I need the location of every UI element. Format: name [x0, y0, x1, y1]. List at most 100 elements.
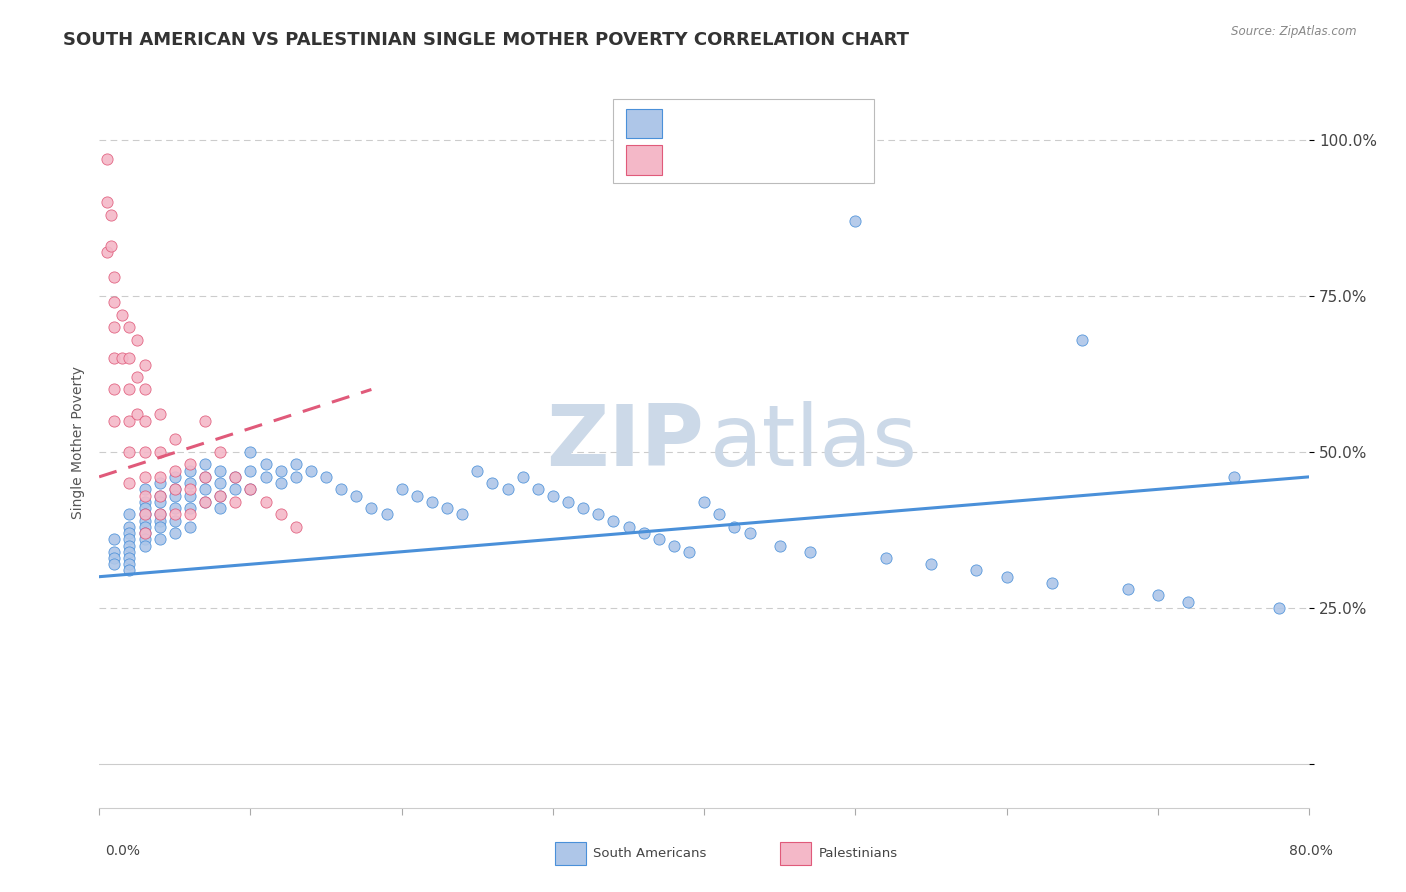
Point — [209, 464, 232, 478]
Point — [360, 501, 382, 516]
Point — [96, 195, 118, 210]
Point — [134, 489, 156, 503]
Point — [103, 551, 125, 566]
Point — [239, 483, 262, 497]
Point — [420, 495, 443, 509]
Point — [118, 551, 141, 566]
Point — [134, 514, 156, 528]
Point — [103, 533, 125, 547]
Point — [209, 501, 232, 516]
Point — [194, 458, 217, 472]
Point — [179, 508, 201, 522]
Point — [125, 370, 148, 384]
Point — [118, 545, 141, 559]
Point — [149, 408, 172, 422]
Text: South Americans: South Americans — [593, 847, 707, 860]
Point — [844, 214, 866, 228]
Point — [496, 483, 519, 497]
Bar — [626, 145, 662, 175]
Text: 103: 103 — [810, 117, 835, 130]
Point — [134, 526, 156, 541]
Point — [118, 558, 141, 572]
Point — [481, 476, 503, 491]
Point — [134, 533, 156, 547]
Point — [134, 383, 156, 397]
Point — [875, 551, 897, 566]
Point — [163, 489, 186, 503]
Point — [163, 464, 186, 478]
Point — [799, 545, 821, 559]
Point — [149, 495, 172, 509]
Point — [179, 501, 201, 516]
Point — [194, 470, 217, 484]
Point — [149, 489, 172, 503]
Text: 53: 53 — [815, 153, 838, 167]
Point — [209, 476, 232, 491]
Point — [512, 470, 534, 484]
Point — [134, 358, 156, 372]
Point — [995, 570, 1018, 584]
Point — [270, 464, 292, 478]
Point — [451, 508, 474, 522]
Point — [100, 208, 122, 222]
Point — [134, 508, 156, 522]
Point — [149, 514, 172, 528]
Point — [662, 539, 685, 553]
Point — [723, 520, 745, 534]
Point — [134, 445, 156, 459]
Point — [103, 270, 125, 285]
Point — [270, 508, 292, 522]
Text: SOUTH AMERICAN VS PALESTINIAN SINGLE MOTHER POVERTY CORRELATION CHART: SOUTH AMERICAN VS PALESTINIAN SINGLE MOT… — [63, 31, 910, 49]
Text: 0.213: 0.213 — [713, 117, 752, 130]
Text: R =: R = — [676, 153, 706, 167]
Y-axis label: Single Mother Poverty: Single Mother Poverty — [72, 366, 86, 519]
Point — [299, 464, 322, 478]
Point — [254, 470, 277, 484]
Point — [149, 470, 172, 484]
Point — [149, 533, 172, 547]
Point — [194, 414, 217, 428]
Point — [118, 520, 141, 534]
Point — [163, 526, 186, 541]
Point — [103, 414, 125, 428]
Text: N =: N = — [768, 153, 807, 167]
Point — [209, 445, 232, 459]
Point — [149, 445, 172, 459]
Point — [239, 483, 262, 497]
Point — [118, 414, 141, 428]
Point — [134, 470, 156, 484]
Point — [194, 483, 217, 497]
Point — [149, 489, 172, 503]
Point — [239, 464, 262, 478]
Point — [254, 495, 277, 509]
Point — [738, 526, 761, 541]
Point — [103, 383, 125, 397]
Text: ZIP: ZIP — [547, 401, 704, 484]
Point — [224, 483, 246, 497]
Bar — [626, 109, 662, 138]
Point — [1268, 601, 1291, 615]
Point — [769, 539, 792, 553]
Point — [134, 508, 156, 522]
Point — [602, 514, 624, 528]
Point — [557, 495, 579, 509]
Point — [134, 539, 156, 553]
Point — [163, 508, 186, 522]
Point — [111, 308, 134, 322]
Point — [709, 508, 731, 522]
Point — [118, 539, 141, 553]
Point — [209, 489, 232, 503]
Point — [118, 383, 141, 397]
Point — [391, 483, 413, 497]
Point — [224, 470, 246, 484]
Bar — [613, 99, 873, 184]
Point — [103, 545, 125, 559]
Point — [405, 489, 427, 503]
Point — [125, 408, 148, 422]
Point — [315, 470, 337, 484]
Text: Palestinians: Palestinians — [818, 847, 897, 860]
Point — [284, 458, 307, 472]
Point — [194, 495, 217, 509]
Point — [96, 245, 118, 260]
Point — [239, 445, 262, 459]
